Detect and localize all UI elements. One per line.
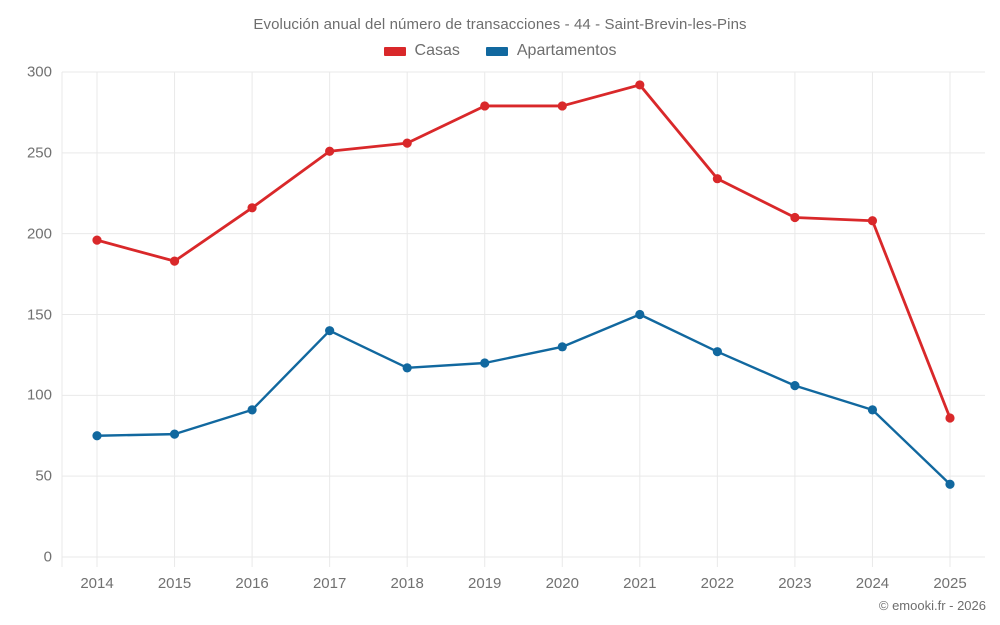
x-axis-tick-label: 2020	[545, 575, 579, 592]
x-axis-tick-label: 2025	[933, 575, 967, 592]
data-point[interactable]	[402, 138, 412, 148]
data-point[interactable]	[790, 212, 800, 223]
chart-legend: Casas Apartamentos	[0, 42, 1000, 60]
series-line-casas[interactable]	[95, 83, 952, 420]
series-markers	[92, 80, 955, 489]
data-point[interactable]	[635, 309, 645, 320]
grid-lines	[61, 71, 985, 567]
data-point[interactable]	[325, 326, 335, 336]
x-axis-tick-label: 2024	[855, 575, 890, 592]
legend-item-apartamentos[interactable]: Apartamentos	[485, 42, 617, 60]
x-axis-tick-label: 2014	[80, 575, 114, 592]
data-point[interactable]	[945, 413, 955, 423]
y-axis-tick-label: 0	[43, 548, 52, 566]
legend-item-casas[interactable]: Casas	[383, 42, 460, 60]
data-point[interactable]	[92, 235, 102, 245]
data-point[interactable]	[557, 101, 567, 111]
y-axis-tick-label: 200	[26, 225, 52, 243]
data-point[interactable]	[169, 429, 180, 439]
series-lines	[95, 83, 952, 486]
x-axis-tick-label: 2023	[778, 575, 812, 592]
x-axis-tick-label: 2018	[390, 575, 424, 592]
legend-swatch-apartamentos	[485, 46, 508, 56]
x-axis-tick-label: 2019	[468, 575, 502, 592]
legend-label-casas: Casas	[414, 42, 460, 59]
y-axis-tick-label: 300	[26, 63, 52, 81]
data-point[interactable]	[169, 256, 180, 266]
data-point[interactable]	[402, 363, 412, 373]
y-axis-tick-label: 50	[35, 467, 52, 485]
legend-label-apartamentos: Apartamentos	[516, 42, 617, 59]
data-point[interactable]	[712, 174, 722, 184]
data-point[interactable]	[867, 216, 878, 226]
x-axis-tick-label: 2021	[623, 575, 657, 592]
legend-swatch-casas	[383, 46, 406, 56]
y-axis-tick-label: 250	[26, 144, 52, 162]
credit-text: © emooki.fr - 2026	[878, 598, 986, 613]
data-point[interactable]	[945, 479, 955, 489]
x-axis-tick-label: 2022	[700, 575, 735, 592]
data-point[interactable]	[712, 347, 722, 357]
x-axis-tick-label: 2017	[312, 575, 347, 592]
x-axis-tick-label: 2015	[157, 575, 192, 592]
data-point[interactable]	[480, 101, 490, 111]
data-point[interactable]	[247, 203, 257, 213]
data-point[interactable]	[557, 342, 567, 352]
chart-title: Evolución anual del número de transaccio…	[253, 16, 747, 33]
data-point[interactable]	[247, 405, 257, 415]
y-axis-tick-label: 100	[26, 386, 52, 404]
data-point[interactable]	[480, 358, 490, 368]
y-axis-tick-label: 150	[26, 306, 52, 323]
x-axis-tick-label: 2016	[235, 575, 269, 592]
data-point[interactable]	[635, 80, 645, 90]
data-point[interactable]	[867, 405, 878, 415]
data-point[interactable]	[92, 431, 102, 441]
data-point[interactable]	[325, 146, 335, 156]
data-point[interactable]	[790, 381, 800, 391]
series-line-apartamentos[interactable]	[95, 313, 952, 486]
